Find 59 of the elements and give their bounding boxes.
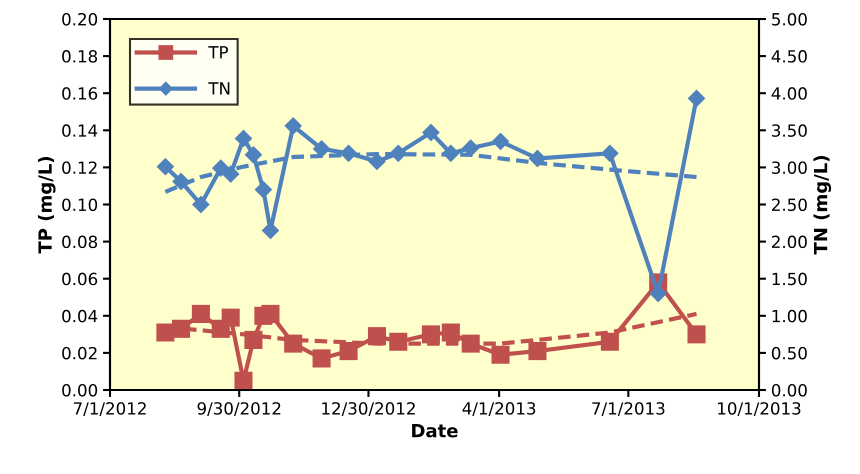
point (192, 196, 210, 214)
x-tick-label: 12/30/2012 (322, 402, 415, 416)
y2-tick-label: 3.00 (772, 161, 807, 174)
y2-tick-label: 1.00 (772, 310, 807, 322)
y-tick-label: 0.20 (62, 12, 98, 26)
x-tick-label: 4/1/2013 (462, 402, 536, 416)
y-tick-label: 0.16 (62, 87, 98, 100)
point (368, 152, 386, 170)
point (234, 130, 252, 148)
y2-tick-label: 1.50 (772, 272, 807, 286)
y-axis-title: TP (mg/L) (38, 156, 56, 254)
y2-tick-label: 0.50 (772, 346, 807, 360)
y2-tick-label: 4.50 (772, 50, 807, 63)
legend-label: TP (208, 46, 228, 58)
point (254, 181, 272, 198)
y2-tick-label: 3.50 (772, 124, 807, 137)
point (340, 342, 358, 360)
y-tick-label: 0.10 (62, 198, 98, 212)
point (687, 325, 706, 344)
point (462, 140, 480, 157)
point (312, 349, 331, 368)
y2-axis-title: TN (mg/L) (813, 156, 832, 254)
point (688, 90, 706, 107)
point (222, 308, 240, 327)
y-tick-label: 0.06 (62, 272, 98, 286)
point (261, 304, 280, 323)
x-tick-label: 7/1/2013 (592, 402, 664, 416)
y2-tick-label: 4.00 (772, 87, 807, 100)
x-tick-label: 9/30/2012 (198, 402, 280, 416)
y2-tick-label: 2.00 (772, 236, 807, 248)
y-tick-label: 0.02 (62, 346, 97, 360)
point (422, 124, 440, 142)
x-axis-title: Date (412, 424, 458, 438)
point (192, 304, 210, 323)
y2-tick-label: 2.50 (772, 198, 807, 212)
point (492, 346, 510, 364)
point (650, 284, 667, 302)
point (422, 325, 440, 344)
point (600, 332, 619, 351)
point (528, 342, 546, 360)
y-tick-label: 0.14 (62, 124, 98, 137)
y-tick-label: 0.00 (62, 384, 98, 397)
point (244, 146, 262, 164)
legend-label: TN (208, 82, 230, 94)
y-tick-label: 0.08 (62, 236, 98, 248)
y-tick-label: 0.18 (62, 50, 98, 63)
point (442, 323, 460, 342)
y-tick-label: 0.12 (62, 161, 97, 174)
point (313, 140, 330, 158)
y2-tick-label: 5.00 (772, 12, 807, 26)
point (601, 144, 618, 162)
point (156, 158, 174, 176)
x-tick-label: 10/1/2013 (718, 402, 800, 416)
x-tick-label: 7/1/2012 (74, 402, 146, 416)
point (284, 117, 302, 134)
y2-tick-label: 0.00 (772, 384, 807, 397)
point (492, 132, 510, 150)
y-tick-label: 0.04 (62, 310, 98, 322)
point (234, 372, 253, 390)
